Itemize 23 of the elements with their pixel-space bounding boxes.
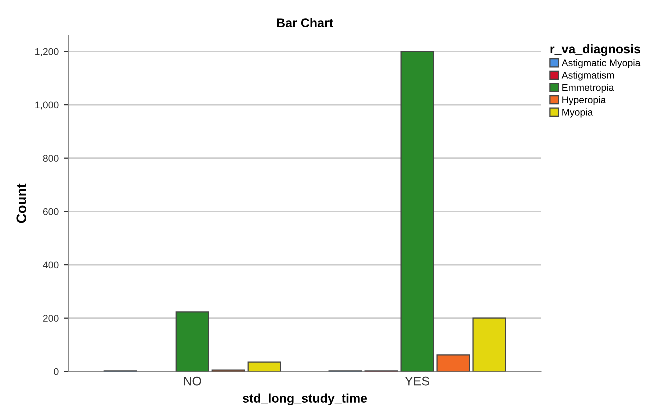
bar	[400, 51, 434, 372]
bar	[472, 318, 506, 372]
y-tick-label: 1,000	[36, 102, 59, 110]
chart-title: Bar Chart	[277, 18, 334, 28]
x-tick-label: NO	[184, 376, 202, 386]
bar	[436, 354, 470, 372]
y-tick-label: 400	[43, 262, 59, 269]
legend-title: r_va_diagnosis	[550, 44, 640, 56]
bar	[248, 362, 282, 372]
y-tick-label: 200	[43, 315, 59, 322]
y-tick-label: 800	[43, 155, 59, 162]
x-axis-title: std_long_study_time	[242, 394, 368, 406]
legend-label: Emmetropia	[562, 84, 614, 94]
bar	[176, 312, 210, 372]
y-tick-label: 1,200	[36, 48, 59, 56]
legend-label: Hyperopia	[562, 96, 606, 106]
y-axis-title: Count	[16, 184, 27, 224]
x-tick-label: YES	[405, 376, 430, 386]
y-tick-label: 0	[54, 368, 59, 376]
y-tick-label: 600	[43, 208, 59, 216]
legend-label: Astigmatic Myopia	[562, 59, 641, 68]
legend-label: Myopia	[562, 108, 594, 118]
legend-label: Astigmatism	[562, 72, 614, 81]
